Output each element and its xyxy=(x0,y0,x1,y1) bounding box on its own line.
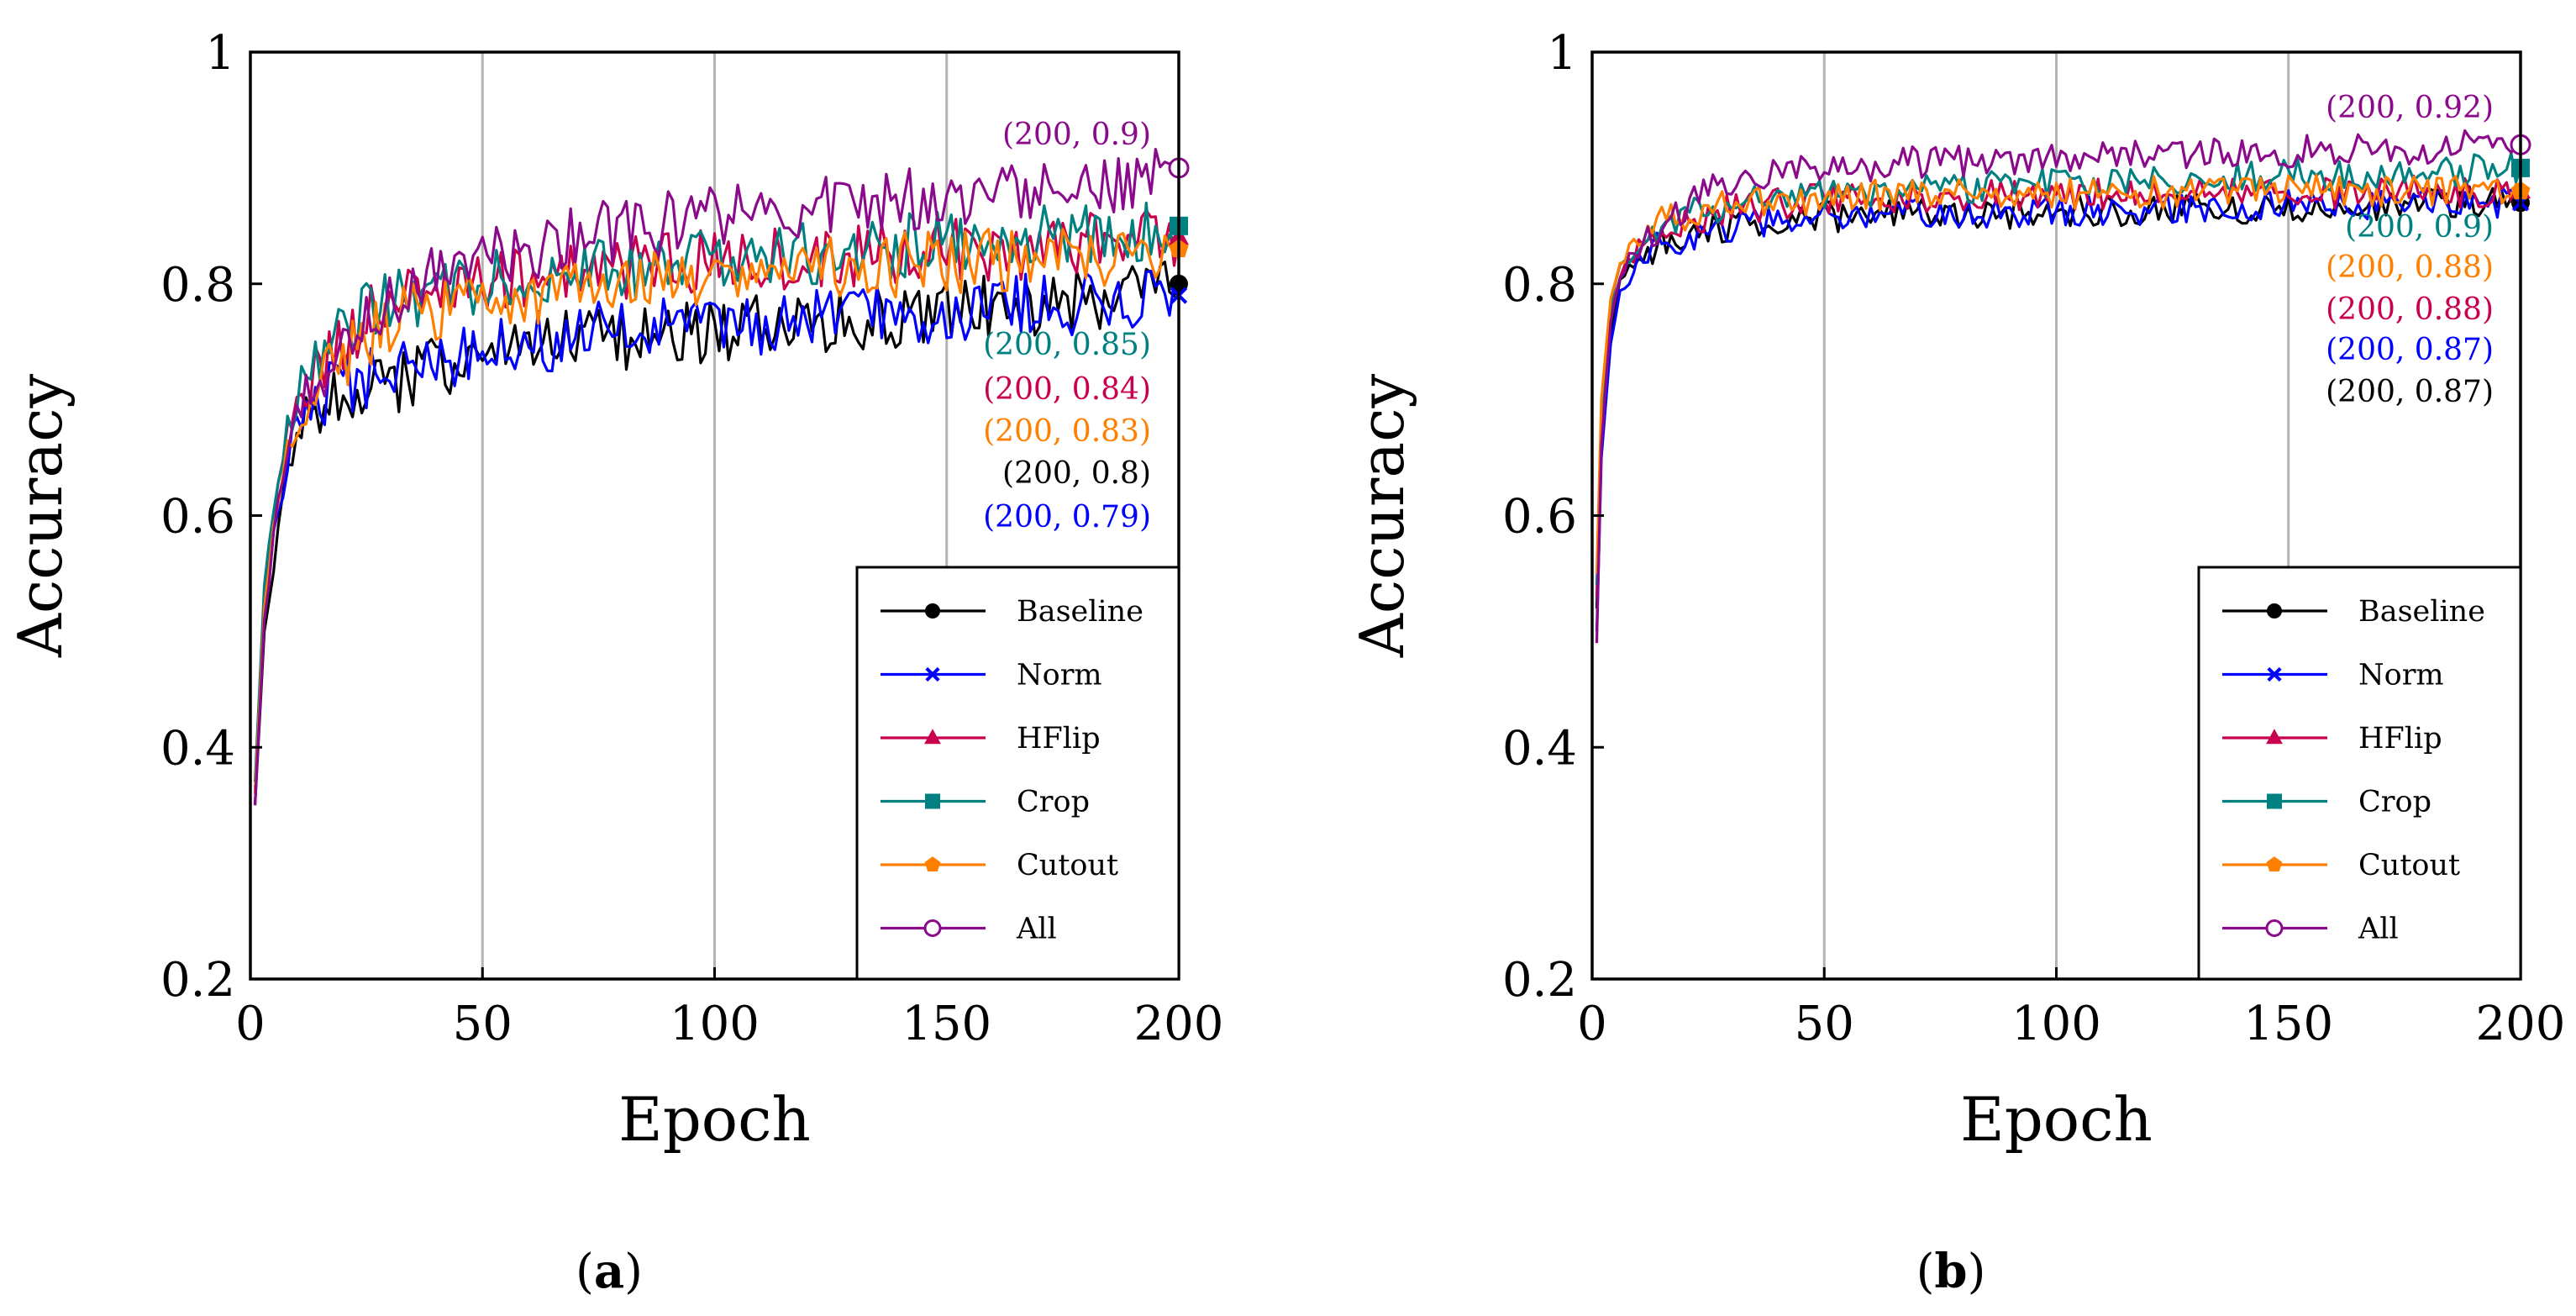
legend-label-hflip: HFlip xyxy=(1017,722,1101,755)
x-tick-label-200: 200 xyxy=(1134,997,1224,1051)
caption-close: ) xyxy=(1968,1245,1986,1299)
legend-label-all: All xyxy=(1016,913,1057,946)
x-axis-label: Epoch xyxy=(618,1084,811,1155)
series-line-cutout xyxy=(1595,173,2522,574)
legend: Baseline Norm HFlip Crop Cutout All xyxy=(2197,566,2522,981)
legend-item-baseline: Baseline xyxy=(2222,595,2485,629)
x-axis-label: Epoch xyxy=(1960,1084,2153,1155)
legend-label-norm: Norm xyxy=(1017,659,1102,692)
legend-marker-baseline xyxy=(925,603,940,619)
x-tick-label-100: 100 xyxy=(2011,997,2101,1051)
final-value-label-baseline: (200, 0.87) xyxy=(2326,375,2494,409)
legend-box xyxy=(2197,566,2522,981)
y-axis-label: Accuracy xyxy=(5,373,76,658)
y-tick-label-0-8: 0.8 xyxy=(160,258,235,313)
y-tick-label-0-4: 0.4 xyxy=(160,721,235,776)
caption-close: ) xyxy=(624,1245,643,1299)
final-value-label-all: (200, 0.9) xyxy=(1002,118,1151,152)
panel-a: 0 50 100 150 200 0.2 0.4 0.6 0.8 1 Epoch Accuracy (2… xyxy=(5,26,1223,1299)
y-tick-label-0-4: 0.4 xyxy=(1502,721,1577,776)
legend-marker-crop xyxy=(2267,793,2282,809)
series-line-all xyxy=(253,148,1180,806)
legend-label-baseline: Baseline xyxy=(1017,595,1143,629)
y-axis-label: Accuracy xyxy=(1347,373,1417,658)
x-tick-label-50: 50 xyxy=(1795,997,1854,1051)
x-tick-label-0: 0 xyxy=(235,997,265,1051)
caption-open: ( xyxy=(1916,1245,1935,1299)
legend-label-hflip: HFlip xyxy=(2358,722,2442,755)
y-tick-label-0-8: 0.8 xyxy=(1502,258,1577,313)
legend-item-baseline: Baseline xyxy=(881,595,1143,629)
legend-label-crop: Crop xyxy=(1017,786,1090,819)
legend-item-crop: Crop xyxy=(2222,786,2431,819)
final-value-label-crop: (200, 0.85) xyxy=(983,328,1151,362)
legend-marker-all xyxy=(2265,919,2284,937)
legend-item-hflip: HFlip xyxy=(2222,722,2442,755)
final-value-label-crop: (200, 0.9) xyxy=(2345,210,2494,245)
legend-item-norm: Norm xyxy=(2222,659,2444,692)
legend-label-norm: Norm xyxy=(2358,659,2444,692)
legend: Baseline Norm HFlip Crop Cutout All xyxy=(855,566,1180,981)
legend-item-cutout: Cutout xyxy=(881,849,1118,882)
legend-label-crop: Crop xyxy=(2358,786,2431,819)
panel-caption: (b) xyxy=(1916,1244,1986,1299)
panel-b: 0 50 100 150 200 0.2 0.4 0.6 0.8 1 Epoch Accuracy (2… xyxy=(1347,26,2565,1299)
legend-item-hflip: HFlip xyxy=(881,722,1101,755)
y-tick-label-1: 1 xyxy=(205,26,235,81)
x-tick-label-50: 50 xyxy=(453,997,513,1051)
legend-item-norm: Norm xyxy=(881,659,1102,692)
legend-marker-cutout xyxy=(2266,856,2283,872)
x-tick-label-150: 150 xyxy=(902,997,991,1051)
x-tick-label-100: 100 xyxy=(670,997,760,1051)
legend-marker-crop xyxy=(925,793,940,809)
final-value-label-all: (200, 0.92) xyxy=(2326,91,2494,125)
legend-label-all: All xyxy=(2358,913,2399,946)
final-value-label-cutout: (200, 0.88) xyxy=(2326,250,2494,285)
legend-marker-all xyxy=(923,919,942,937)
caption-letter: b xyxy=(1934,1244,1967,1299)
legend-label-cutout: Cutout xyxy=(1017,849,1118,882)
x-tick-label-150: 150 xyxy=(2243,997,2333,1051)
series-line-all xyxy=(1595,129,2521,644)
caption-letter: a xyxy=(594,1244,624,1299)
final-value-label-baseline: (200, 0.8) xyxy=(1002,456,1151,491)
final-value-label-norm: (200, 0.87) xyxy=(2326,333,2494,367)
y-tick-label-0-2: 0.2 xyxy=(1502,953,1577,1008)
legend-label-baseline: Baseline xyxy=(2358,595,2485,629)
legend-marker-hflip xyxy=(924,729,941,745)
panel-caption: (a) xyxy=(576,1244,643,1299)
y-tick-label-1: 1 xyxy=(1547,26,1577,81)
series-line-norm xyxy=(253,269,1180,794)
y-tick-label-0-6: 0.6 xyxy=(160,490,235,545)
legend-item-all: All xyxy=(2222,913,2399,946)
legend-label-cutout: Cutout xyxy=(2358,849,2460,882)
legend-item-cutout: Cutout xyxy=(2222,849,2460,882)
legend-item-all: All xyxy=(881,913,1057,946)
y-tick-label-0-6: 0.6 xyxy=(1502,490,1577,545)
y-tick-label-0-2: 0.2 xyxy=(160,953,235,1008)
x-tick-label-0: 0 xyxy=(1577,997,1607,1051)
legend-marker-hflip xyxy=(2266,729,2283,745)
caption-open: ( xyxy=(576,1245,594,1299)
legend-marker-baseline xyxy=(2267,603,2282,619)
series-line-baseline xyxy=(1595,185,2521,608)
series-line-norm xyxy=(1595,186,2522,632)
final-value-label-norm: (200, 0.79) xyxy=(983,500,1151,534)
legend-marker-norm xyxy=(925,666,940,682)
legend-item-crop: Crop xyxy=(881,786,1090,819)
legend-marker-norm xyxy=(2267,666,2282,682)
legend-box xyxy=(855,566,1180,981)
legend-marker-cutout xyxy=(924,856,941,872)
final-value-label-cutout: (200, 0.83) xyxy=(983,414,1151,449)
final-value-label-hflip: (200, 0.84) xyxy=(983,372,1151,407)
final-value-label-hflip: (200, 0.88) xyxy=(2326,292,2494,327)
x-tick-label-200: 200 xyxy=(2476,997,2566,1051)
